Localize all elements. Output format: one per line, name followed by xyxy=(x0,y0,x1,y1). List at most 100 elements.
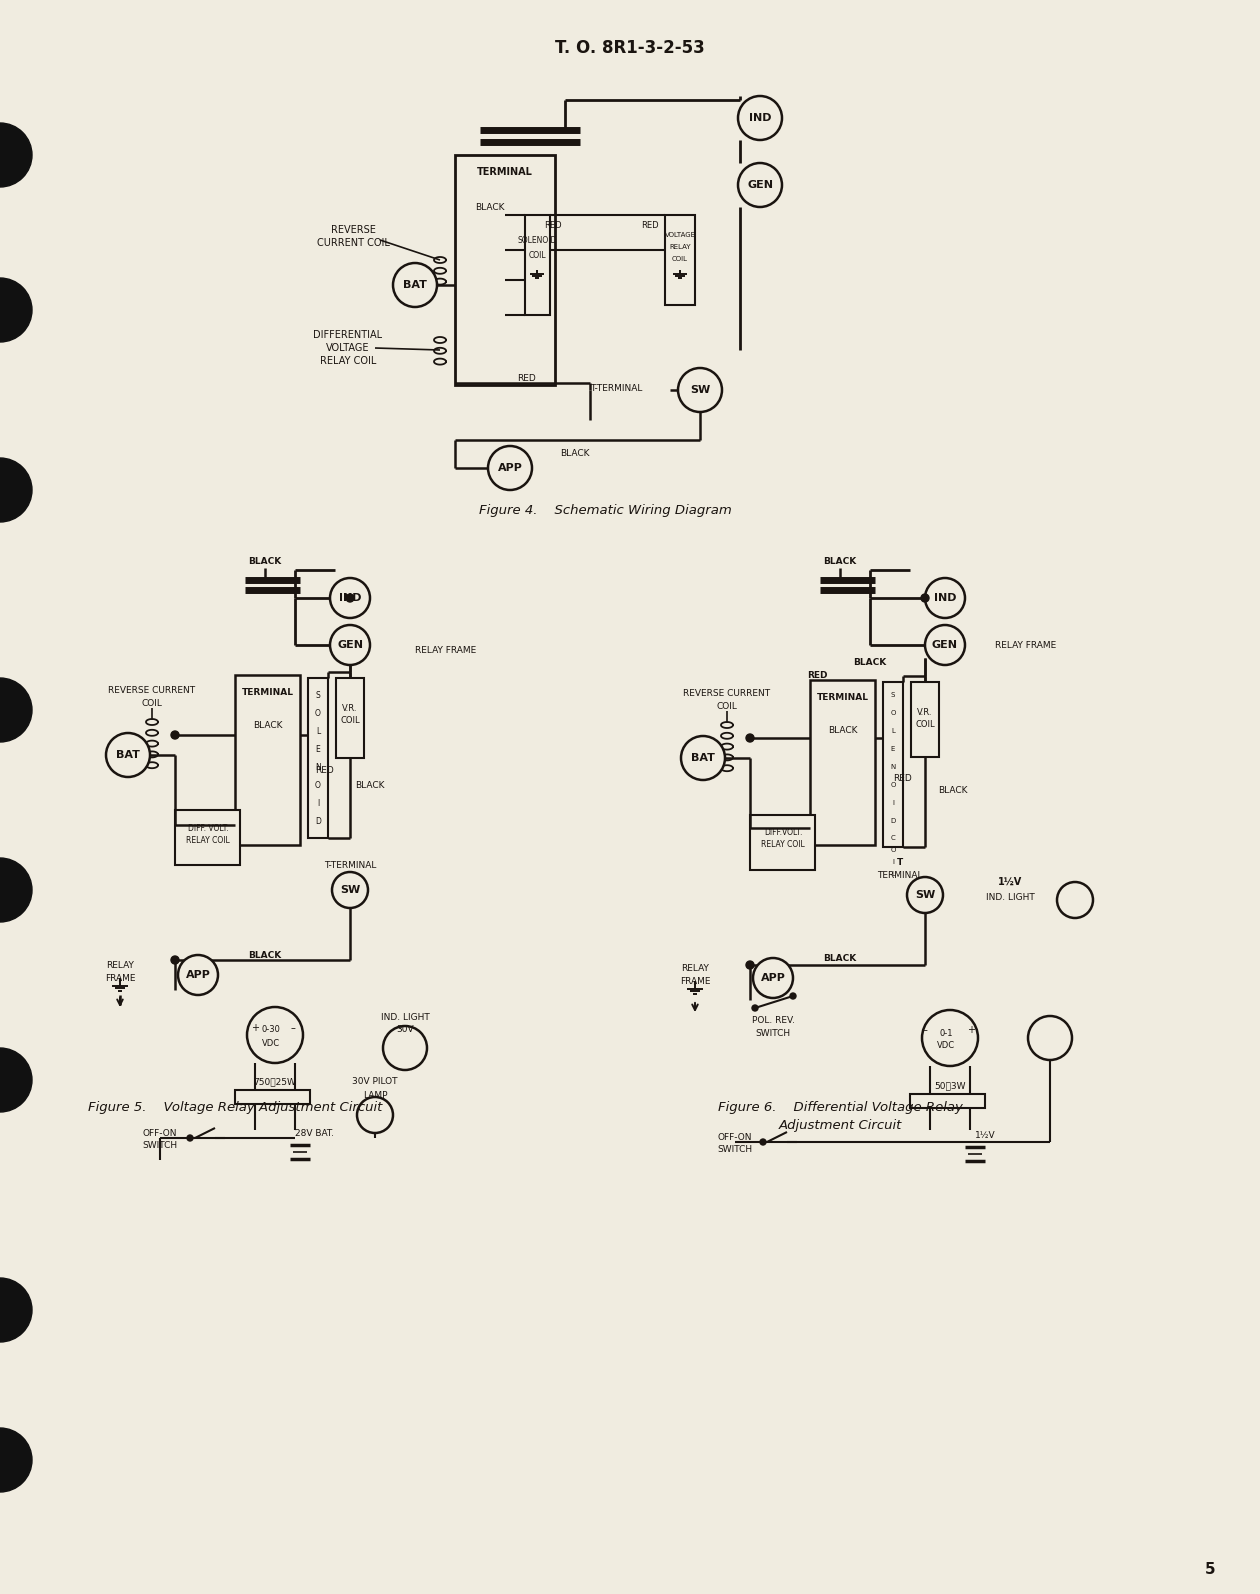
Circle shape xyxy=(331,872,368,909)
Circle shape xyxy=(1057,881,1092,918)
Text: BLACK: BLACK xyxy=(561,448,590,457)
Text: FRAME: FRAME xyxy=(679,977,711,985)
Bar xyxy=(911,682,939,757)
Bar xyxy=(883,682,903,846)
Circle shape xyxy=(0,1278,32,1342)
Circle shape xyxy=(0,123,32,186)
Text: I: I xyxy=(892,859,895,866)
Circle shape xyxy=(678,368,722,411)
Text: –: – xyxy=(291,1023,295,1033)
Text: COIL: COIL xyxy=(717,701,737,711)
Text: COIL: COIL xyxy=(528,250,546,260)
Circle shape xyxy=(925,579,965,618)
Bar xyxy=(750,815,815,870)
Text: IND. LIGHT: IND. LIGHT xyxy=(381,1012,430,1022)
Bar xyxy=(665,215,696,304)
Text: RED: RED xyxy=(544,220,562,230)
Text: BLACK: BLACK xyxy=(939,786,968,794)
Text: GEN: GEN xyxy=(932,641,958,650)
Text: FRAME: FRAME xyxy=(105,974,135,982)
Circle shape xyxy=(922,1011,978,1066)
Text: APP: APP xyxy=(185,971,210,980)
Circle shape xyxy=(346,595,354,603)
Text: BLACK: BLACK xyxy=(355,781,384,789)
Circle shape xyxy=(738,163,782,207)
Text: OFF-ON: OFF-ON xyxy=(718,1132,752,1141)
Text: L: L xyxy=(891,728,895,733)
Text: BAT: BAT xyxy=(403,281,427,290)
Circle shape xyxy=(330,579,370,618)
Text: REVERSE CURRENT: REVERSE CURRENT xyxy=(683,689,771,698)
Text: 50΢3W: 50΢3W xyxy=(934,1081,965,1090)
Text: BLACK: BLACK xyxy=(823,953,857,963)
Text: IND: IND xyxy=(934,593,956,603)
Text: VOLTAGE: VOLTAGE xyxy=(326,343,369,352)
Text: D: D xyxy=(891,818,896,824)
Text: BLACK: BLACK xyxy=(823,558,857,566)
Text: Adjustment Circuit: Adjustment Circuit xyxy=(779,1119,902,1132)
Text: DIFF.VOLT.: DIFF.VOLT. xyxy=(764,827,803,837)
Bar xyxy=(175,810,239,866)
Circle shape xyxy=(330,625,370,665)
Circle shape xyxy=(0,1428,32,1492)
Circle shape xyxy=(488,446,532,489)
Text: APP: APP xyxy=(761,972,785,983)
Bar xyxy=(910,1093,985,1108)
Text: S: S xyxy=(315,690,320,700)
Text: TERMINAL: TERMINAL xyxy=(877,870,922,880)
Text: RELAY: RELAY xyxy=(106,961,134,969)
Text: BLACK: BLACK xyxy=(248,558,282,566)
Text: TERMINAL: TERMINAL xyxy=(816,692,869,701)
Bar xyxy=(455,155,554,386)
Text: COIL: COIL xyxy=(141,698,163,708)
Text: BAT: BAT xyxy=(116,751,140,760)
Circle shape xyxy=(0,1047,32,1113)
Circle shape xyxy=(925,625,965,665)
Text: RED: RED xyxy=(315,765,334,775)
Text: SW: SW xyxy=(340,885,360,894)
Circle shape xyxy=(907,877,942,913)
Circle shape xyxy=(753,958,793,998)
Circle shape xyxy=(178,955,218,995)
Text: SW: SW xyxy=(915,889,935,901)
Text: T: T xyxy=(897,858,903,867)
Circle shape xyxy=(171,732,179,740)
Text: V.R.: V.R. xyxy=(343,703,358,713)
Circle shape xyxy=(921,595,929,603)
Text: O: O xyxy=(315,708,321,717)
Text: SWITCH: SWITCH xyxy=(717,1144,752,1154)
Text: RED: RED xyxy=(806,671,828,679)
Text: VDC: VDC xyxy=(262,1039,280,1047)
Text: RELAY COIL: RELAY COIL xyxy=(320,355,377,367)
Bar xyxy=(236,1090,310,1105)
Text: REVERSE: REVERSE xyxy=(330,225,375,234)
Text: VOLTAGE: VOLTAGE xyxy=(664,233,696,238)
Text: E: E xyxy=(891,746,895,752)
Circle shape xyxy=(171,956,179,964)
Circle shape xyxy=(738,96,782,140)
Text: RED: RED xyxy=(641,220,659,230)
Text: LAMP: LAMP xyxy=(363,1090,387,1100)
Text: 750΢25W: 750΢25W xyxy=(253,1078,296,1087)
Text: 30V PILOT: 30V PILOT xyxy=(353,1078,398,1087)
Circle shape xyxy=(746,733,753,741)
Circle shape xyxy=(393,263,437,308)
Text: V.R.: V.R. xyxy=(917,708,932,716)
Text: RELAY FRAME: RELAY FRAME xyxy=(995,641,1056,649)
Text: RED: RED xyxy=(893,773,912,783)
Circle shape xyxy=(383,1027,427,1070)
Text: RED: RED xyxy=(518,373,537,383)
Text: T. O. 8R1-3-2-53: T. O. 8R1-3-2-53 xyxy=(556,38,704,57)
Circle shape xyxy=(760,1140,766,1144)
Text: COIL: COIL xyxy=(915,719,935,728)
Circle shape xyxy=(0,277,32,343)
Circle shape xyxy=(247,1007,302,1063)
Text: BLACK: BLACK xyxy=(253,720,282,730)
Text: OFF-ON: OFF-ON xyxy=(142,1129,178,1138)
Text: BAT: BAT xyxy=(690,752,714,764)
Text: BLACK: BLACK xyxy=(828,725,858,735)
Circle shape xyxy=(680,736,724,779)
Text: O: O xyxy=(891,846,896,853)
Text: +: + xyxy=(251,1023,260,1033)
Text: SW: SW xyxy=(690,386,711,395)
